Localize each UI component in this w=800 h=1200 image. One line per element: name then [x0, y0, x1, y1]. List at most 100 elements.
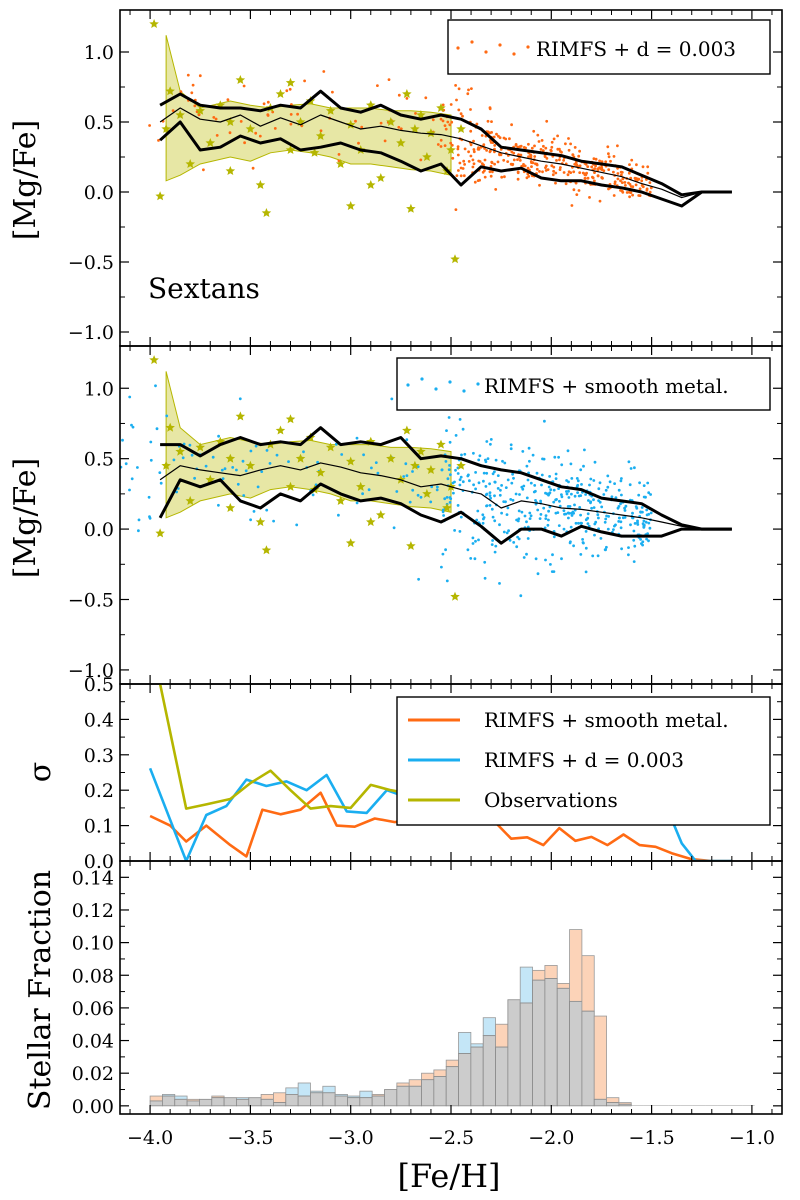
sim-star — [448, 464, 451, 467]
sim-star — [316, 460, 319, 464]
observed-star — [215, 436, 226, 446]
sim-star — [454, 84, 457, 87]
sim-star — [503, 461, 507, 465]
sim-star — [586, 516, 590, 520]
sim-star — [610, 495, 614, 499]
sim-star — [510, 123, 513, 127]
sim-star — [619, 526, 623, 530]
sim-star — [617, 488, 621, 492]
sim-star — [562, 527, 566, 531]
sim-star — [472, 150, 476, 154]
sim-star — [580, 521, 583, 525]
sim-star — [630, 158, 634, 162]
sim-star — [581, 171, 585, 175]
sim-star — [552, 535, 556, 539]
sim-star — [155, 427, 159, 431]
sim-star — [480, 134, 484, 137]
observed-star — [165, 86, 175, 96]
sim-star — [476, 179, 480, 183]
sim-star — [620, 171, 624, 174]
sim-star — [556, 511, 560, 514]
legend-marker — [434, 387, 438, 391]
sim-star — [469, 557, 473, 560]
sim-star — [534, 489, 537, 493]
observed-star — [402, 89, 412, 98]
sim-star — [467, 88, 470, 92]
sim-star — [460, 453, 463, 457]
sim-star — [241, 459, 245, 463]
sim-star — [496, 474, 500, 477]
sim-star — [268, 462, 272, 465]
observed-star — [376, 173, 386, 182]
sim-star — [533, 484, 537, 487]
observed-star — [456, 124, 466, 133]
hist-bar-excess — [556, 983, 570, 989]
sim-star — [516, 158, 519, 162]
sim-star — [451, 156, 455, 160]
observed-star — [345, 538, 356, 548]
sim-star — [480, 162, 484, 166]
sim-star — [525, 520, 528, 524]
observed-star — [386, 117, 396, 126]
sim-star — [489, 141, 493, 144]
sim-star — [416, 465, 420, 469]
observed-star — [295, 453, 306, 463]
sim-star — [593, 171, 596, 175]
sim-star — [628, 483, 632, 487]
sim-star — [639, 538, 642, 541]
legend-marker — [470, 40, 474, 44]
sim-star — [235, 468, 238, 472]
sim-star — [541, 170, 544, 174]
sim-star — [542, 144, 545, 148]
sim-star — [289, 122, 293, 126]
hist-bar-excess — [593, 1015, 607, 1100]
y-tick-label: 0.00 — [72, 1096, 114, 1118]
sim-star — [648, 190, 652, 194]
sim-star — [570, 511, 573, 515]
sim-star — [530, 146, 534, 150]
panel-mgfe-d003: −1.0 −0.5 0.0 0.5 1.0 — [68, 9, 783, 347]
sim-star — [570, 204, 574, 207]
sim-star — [474, 471, 477, 474]
sim-star — [147, 495, 151, 499]
sim-star — [612, 194, 616, 197]
sim-star — [584, 546, 588, 550]
sim-star — [554, 171, 558, 175]
observed-star — [442, 503, 452, 512]
sim-star — [637, 493, 641, 497]
sim-star — [226, 98, 230, 102]
sim-star — [165, 414, 169, 418]
sim-star — [275, 453, 279, 457]
sim-star — [455, 174, 459, 178]
sim-star — [528, 459, 531, 463]
sim-star — [629, 523, 632, 527]
hist-bar-overlap — [532, 979, 546, 1107]
sim-star — [577, 154, 581, 158]
sim-star — [607, 168, 611, 172]
observed-star — [195, 442, 205, 452]
sim-star — [179, 90, 183, 94]
sim-star — [649, 493, 652, 496]
sim-star — [482, 479, 485, 483]
sim-star — [573, 503, 576, 507]
sim-star — [598, 199, 602, 203]
sim-star — [469, 108, 472, 111]
sim-star — [580, 483, 583, 486]
hist-bar-excess — [569, 929, 583, 1002]
sim-star — [562, 509, 566, 512]
sim-star — [411, 488, 415, 492]
sim-star — [598, 159, 601, 163]
sim-star — [642, 484, 646, 487]
y-tick-label: 0.2 — [84, 780, 114, 802]
sim-star — [599, 537, 603, 540]
observed-star — [235, 411, 246, 421]
sim-star — [505, 513, 509, 516]
sim-star — [540, 139, 544, 142]
sim-star — [516, 170, 520, 174]
sim-star — [483, 169, 486, 173]
sim-star — [456, 145, 460, 149]
sim-star — [603, 520, 607, 524]
sim-star — [271, 110, 275, 114]
y-tick-label: 0.02 — [72, 1063, 114, 1085]
sim-star — [645, 513, 649, 517]
